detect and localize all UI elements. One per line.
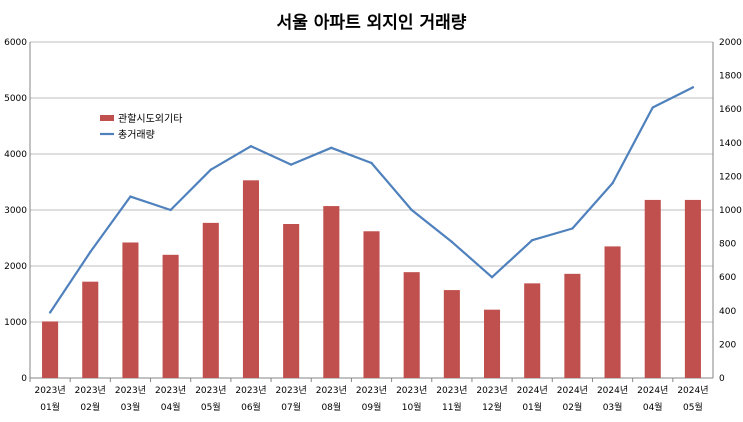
x-tick-label-year: 2023년 xyxy=(75,385,106,396)
x-tick-label-year: 2023년 xyxy=(396,385,427,396)
y-right-tick-label: 600 xyxy=(719,273,736,283)
x-tick-label-month: 10월 xyxy=(402,401,422,413)
x-tick-label-year: 2023년 xyxy=(476,385,507,396)
x-tick-label-year: 2023년 xyxy=(34,385,65,396)
x-tick-label-year: 2024년 xyxy=(597,385,628,396)
y-right-tick-label: 800 xyxy=(719,240,736,250)
bar xyxy=(283,224,300,378)
x-tick-label-month: 03월 xyxy=(121,401,141,413)
line-point xyxy=(209,168,212,171)
y-left-tick-label: 4000 xyxy=(4,150,27,160)
x-tick-label-month: 01월 xyxy=(522,401,542,413)
x-tick-label-year: 2024년 xyxy=(637,385,668,396)
y-left-tick-label: 6000 xyxy=(4,38,27,48)
bar xyxy=(684,199,701,378)
bar xyxy=(42,321,59,378)
line-point xyxy=(370,161,373,165)
y-left-tick-label: 3000 xyxy=(4,206,27,216)
line-point xyxy=(450,240,454,244)
x-tick-label-month: 02월 xyxy=(563,401,583,413)
x-tick-label-month: 03월 xyxy=(603,401,623,413)
bar xyxy=(363,231,380,378)
y-left-tick-label: 1000 xyxy=(4,318,27,328)
bar xyxy=(242,180,260,378)
y-right-tick-label: 0 xyxy=(719,374,725,384)
x-tick-label-year: 2023년 xyxy=(316,385,347,396)
y-right-tick-label: 1400 xyxy=(719,139,742,149)
y-right-tick-label: 400 xyxy=(719,307,736,317)
x-tick-label-month: 05월 xyxy=(683,401,703,413)
bar xyxy=(644,199,661,378)
line-point xyxy=(531,239,534,242)
bar xyxy=(443,290,460,378)
bar xyxy=(323,206,340,378)
bar xyxy=(82,281,99,378)
y-right-tick-label: 200 xyxy=(719,340,736,350)
legend-label-bar: 관할시도외기타 xyxy=(118,113,182,125)
line-point xyxy=(89,250,92,254)
line-point xyxy=(330,146,333,150)
x-tick-label-year: 2023년 xyxy=(436,385,467,396)
x-tick-label-month: 06월 xyxy=(241,401,261,413)
x-tick-label-month: 04월 xyxy=(643,401,663,413)
x-tick-label-month: 05월 xyxy=(201,401,221,413)
x-tick-label-month: 07월 xyxy=(281,401,301,413)
line-point xyxy=(611,181,614,185)
y-right-tick-label: 1600 xyxy=(719,105,742,115)
chart-title: 서울 아파트 외지인 거래량 xyxy=(276,13,467,33)
y-left-tick-label: 2000 xyxy=(4,262,27,272)
line-point xyxy=(48,311,52,314)
line-point xyxy=(289,163,293,166)
bar xyxy=(524,283,541,378)
x-tick-label-year: 2023년 xyxy=(195,385,226,396)
x-tick-label-year: 2024년 xyxy=(677,385,708,396)
bar xyxy=(122,242,139,378)
bar xyxy=(202,222,219,378)
line-point xyxy=(571,227,574,230)
y-right-tick-label: 2000 xyxy=(719,38,742,48)
x-tick-label-year: 2024년 xyxy=(517,385,548,396)
x-tick-label-year: 2024년 xyxy=(557,385,588,396)
y-right-tick-label: 1200 xyxy=(719,172,742,182)
bar xyxy=(604,246,621,378)
bar xyxy=(403,272,420,378)
line-point xyxy=(490,276,494,279)
line-point xyxy=(691,86,695,89)
line-point xyxy=(651,106,654,109)
x-tick-label-month: 12월 xyxy=(482,401,502,413)
legend-label-line: 총거래량 xyxy=(118,129,155,141)
line-point xyxy=(169,208,172,212)
x-tick-label-month: 09월 xyxy=(362,401,382,413)
x-tick-label-month: 08월 xyxy=(321,401,341,413)
y-right-tick-label: 1000 xyxy=(719,206,742,216)
x-tick-label-year: 2023년 xyxy=(115,385,146,396)
x-tick-label-month: 01월 xyxy=(40,401,60,413)
bar xyxy=(564,273,581,378)
line-point xyxy=(129,195,132,198)
bar xyxy=(162,254,179,378)
x-tick-label-month: 02월 xyxy=(80,401,100,413)
x-tick-label-year: 2023년 xyxy=(356,385,387,396)
x-tick-label-month: 04월 xyxy=(161,401,181,413)
legend-swatch-bar xyxy=(100,115,114,121)
line-point xyxy=(249,144,253,148)
y-left-tick-label: 5000 xyxy=(4,94,27,104)
y-left-tick-label: 0 xyxy=(21,374,27,384)
x-tick-label-year: 2023년 xyxy=(276,385,307,396)
y-right-tick-label: 1800 xyxy=(719,72,742,82)
line-point xyxy=(410,208,413,212)
x-tick-label-year: 2023년 xyxy=(155,385,186,396)
bar xyxy=(483,309,501,378)
x-tick-label-month: 11월 xyxy=(442,401,462,413)
x-tick-label-year: 2023년 xyxy=(235,385,266,396)
